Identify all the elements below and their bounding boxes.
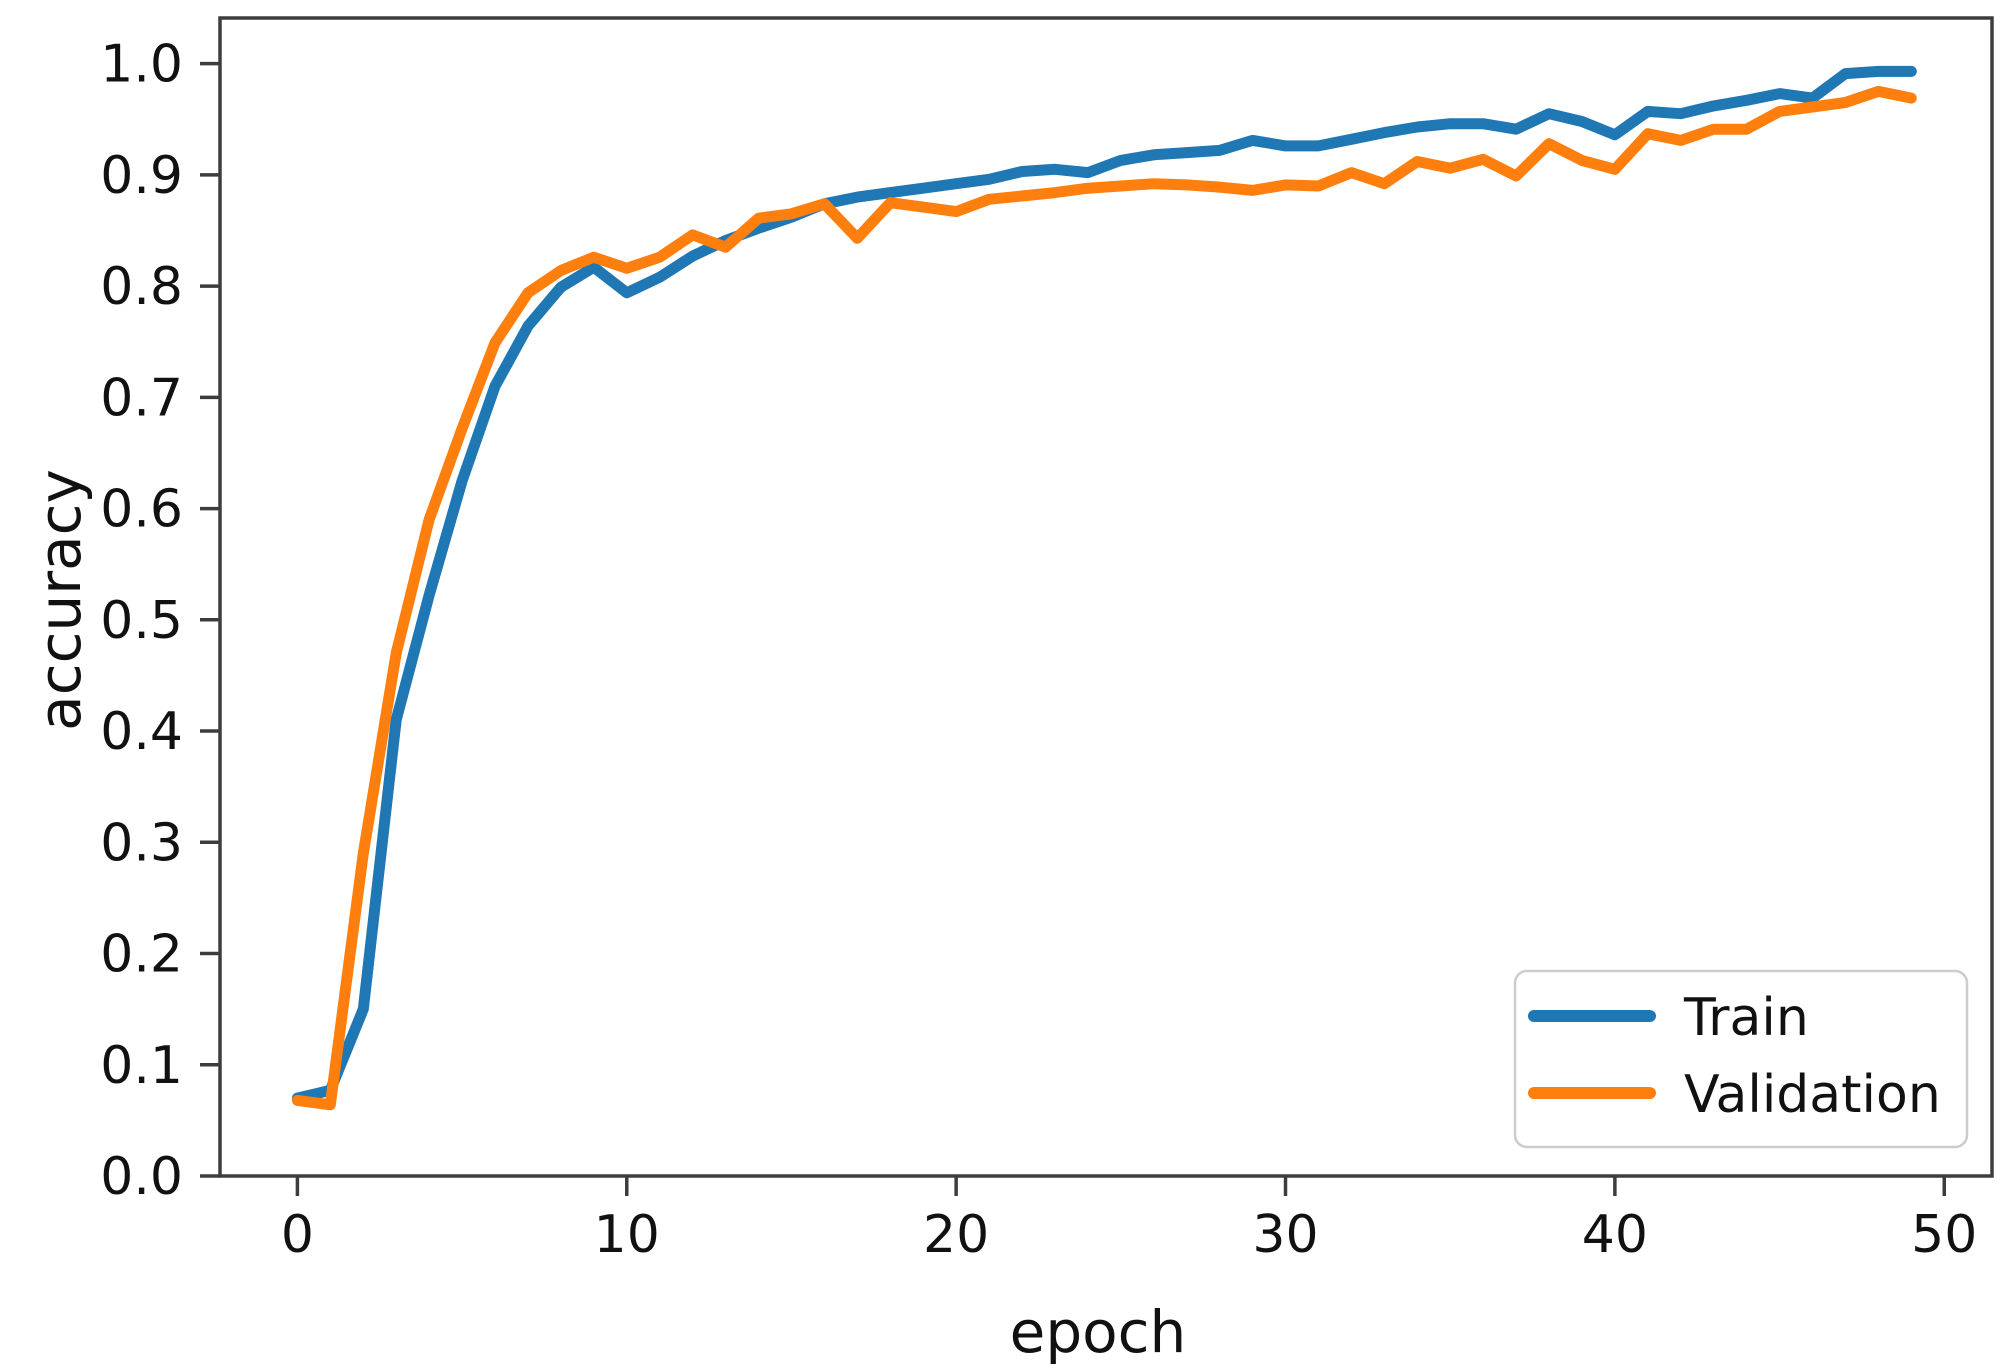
x-tick-label: 0 <box>281 1205 314 1265</box>
x-axis-label: epoch <box>1010 1298 1187 1364</box>
y-tick-label: 0.3 <box>100 813 183 873</box>
y-tick-label: 0.2 <box>100 925 183 985</box>
data-series <box>291 65 1917 1111</box>
series-line-train <box>291 65 1917 1104</box>
y-tick-label: 0.7 <box>100 368 183 428</box>
y-axis-label: accuracy <box>26 469 94 731</box>
x-tick-label: 40 <box>1582 1205 1648 1265</box>
y-tick-label: 0.1 <box>100 1036 183 1096</box>
x-tick-label: 50 <box>1911 1205 1977 1265</box>
legend: Train Validation <box>1513 969 1969 1149</box>
x-axis-ticks: 0 10 20 30 40 50 <box>281 1176 1977 1265</box>
legend-validation-label: Validation <box>1684 1065 1941 1125</box>
legend-train-label: Train <box>1683 988 1809 1048</box>
x-tick-label: 20 <box>923 1205 989 1265</box>
y-tick-label: 0.5 <box>100 591 183 651</box>
y-tick-label: 0.9 <box>100 146 183 206</box>
plot-border <box>218 16 1994 1178</box>
y-tick-label: 1.0 <box>100 35 183 95</box>
x-tick-label: 10 <box>594 1205 660 1265</box>
y-axis-ticks: 0.0 0.1 0.2 0.3 0.4 0.5 0.6 0.7 0.8 0.9 1.0 <box>100 35 220 1207</box>
y-tick-label: 0.0 <box>100 1147 183 1207</box>
series-line-validation <box>291 85 1917 1111</box>
y-tick-label: 0.8 <box>100 257 183 317</box>
x-tick-label: 30 <box>1252 1205 1318 1265</box>
y-tick-label: 0.6 <box>100 480 183 540</box>
y-tick-label: 0.4 <box>100 702 183 762</box>
